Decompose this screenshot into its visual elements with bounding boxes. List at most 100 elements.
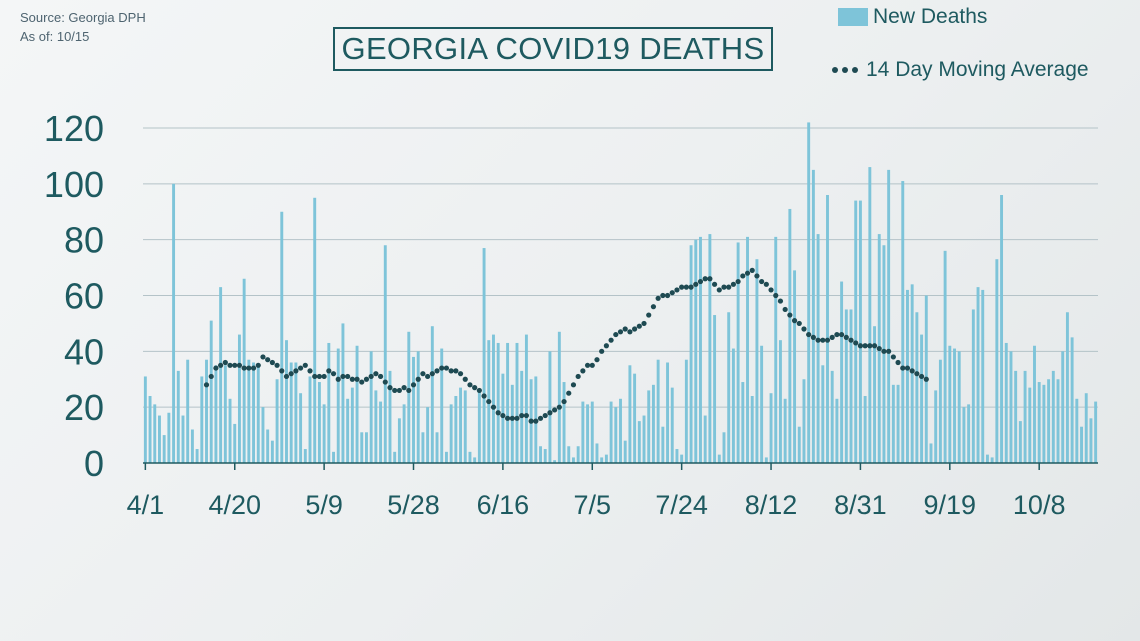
moving-average-point: [349, 376, 355, 382]
bar: [501, 373, 505, 463]
bar: [435, 432, 439, 463]
as-of-label: As of: 10/15: [20, 29, 90, 44]
bar: [689, 245, 693, 463]
bar: [426, 407, 430, 463]
bar: [910, 284, 914, 463]
moving-average-point: [203, 382, 210, 388]
moving-average-point: [796, 320, 802, 327]
bar: [661, 426, 665, 463]
bar: [943, 250, 947, 463]
bar: [971, 309, 975, 463]
bar: [477, 390, 481, 463]
moving-average-point: [269, 359, 275, 366]
bar: [223, 365, 227, 463]
bar: [402, 404, 406, 463]
moving-average-point: [307, 368, 313, 374]
bar: [1037, 382, 1041, 463]
moving-average-point: [641, 320, 647, 327]
moving-average-point: [650, 304, 657, 310]
bar: [670, 387, 674, 463]
moving-average-point: [904, 365, 911, 371]
moving-average-point: [288, 371, 294, 377]
bar: [755, 259, 759, 463]
moving-average-point: [815, 337, 821, 343]
bar: [1051, 370, 1055, 463]
bar: [741, 382, 745, 463]
moving-average-point: [773, 292, 779, 299]
moving-average-point: [787, 312, 793, 318]
moving-average-point: [519, 412, 525, 419]
legend-new-deaths-label: New Deaths: [873, 5, 988, 28]
moving-average-point: [716, 287, 722, 293]
moving-average-point: [396, 387, 402, 394]
bar: [694, 239, 698, 463]
bar: [1004, 342, 1008, 463]
bar: [868, 167, 872, 464]
bar: [341, 323, 345, 463]
x-tick-label: 4/20: [208, 490, 261, 520]
x-tick-label: 10/8: [1013, 490, 1066, 520]
moving-average-point: [345, 373, 351, 380]
bar: [473, 457, 477, 463]
moving-average-point: [763, 281, 769, 287]
bar: [727, 312, 731, 463]
bar: [482, 248, 486, 463]
moving-average-point: [829, 334, 835, 340]
bar: [1033, 345, 1036, 463]
moving-average-point: [377, 373, 384, 380]
bar: [379, 401, 383, 463]
moving-average-point: [810, 334, 816, 340]
moving-average-point: [316, 373, 323, 380]
bar: [1070, 337, 1074, 463]
bar: [816, 234, 820, 463]
x-tick-label: 9/19: [924, 490, 977, 520]
bar: [1023, 370, 1027, 463]
bar: [891, 384, 895, 463]
bar: [190, 429, 194, 463]
bar: [887, 169, 891, 463]
bar: [449, 404, 453, 463]
moving-average-point: [918, 373, 925, 380]
bar: [976, 287, 980, 463]
moving-average-point: [735, 278, 741, 285]
bar: [731, 348, 735, 463]
moving-average-point: [509, 415, 515, 421]
bar: [778, 340, 782, 463]
moving-average-point: [373, 371, 379, 377]
bar: [586, 404, 590, 463]
bar: [628, 365, 632, 463]
moving-average-point: [425, 373, 431, 380]
moving-average-point: [213, 365, 219, 371]
bar: [811, 169, 815, 463]
moving-average-point: [782, 306, 788, 313]
moving-average-point: [439, 365, 445, 371]
moving-average-point: [260, 354, 266, 360]
y-tick-label: 80: [64, 220, 104, 261]
bar: [430, 326, 434, 463]
moving-average-point: [293, 368, 299, 374]
moving-average-point: [594, 357, 600, 363]
bar: [332, 451, 335, 463]
bar: [515, 342, 519, 463]
bar: [266, 429, 270, 463]
x-tick-label: 8/31: [834, 490, 887, 520]
bar: [162, 435, 166, 463]
bar: [1056, 379, 1060, 463]
bar: [708, 234, 712, 463]
moving-average-point: [839, 331, 845, 338]
moving-average-point: [533, 418, 539, 424]
bar: [369, 351, 373, 463]
y-tick-label: 60: [64, 276, 104, 317]
moving-average-point: [923, 376, 929, 382]
bar: [858, 200, 862, 464]
bar: [228, 398, 232, 463]
bar: [200, 376, 204, 463]
moving-average-point: [363, 376, 370, 382]
moving-average-point: [711, 281, 718, 287]
bar: [854, 200, 858, 464]
bar: [557, 331, 561, 463]
moving-average-point: [674, 287, 680, 293]
bar: [322, 404, 326, 463]
moving-average-point: [791, 318, 798, 324]
